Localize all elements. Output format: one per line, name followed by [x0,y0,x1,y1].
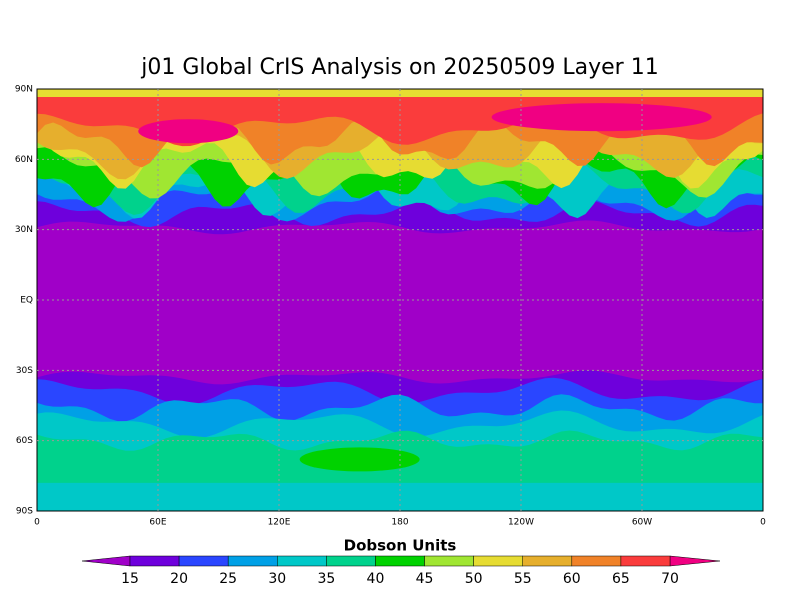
colorbar-box [424,555,474,567]
colorbar-title: Dobson Units [344,537,457,555]
contour-patch [491,103,712,132]
colorbar-end [81,555,131,567]
contour-patch [37,482,763,511]
colorbar-label: 25 [219,571,237,587]
colorbar-box [473,555,523,567]
lon-label: 60W [632,518,652,528]
colorbar-box [326,555,376,567]
colorbar-box [522,555,573,567]
map-title: j01 Global CrIS Analysis on 20250509 Lay… [140,55,658,80]
lon-label: 60E [149,518,166,528]
contour-patch [299,447,420,472]
lon-label: 0 [34,518,40,528]
colorbar-box [227,555,278,567]
lat-label: 90N [15,85,33,95]
colorbar-box [375,555,425,567]
lon-label: 0 [760,518,766,528]
colorbar-label: 65 [612,571,630,587]
colorbar-label: 45 [416,571,434,587]
lon-label: 180 [391,518,408,528]
lon-label: 120W [508,518,534,528]
colorbar-label: 50 [465,571,483,587]
lat-label: 30S [16,366,33,376]
lat-label: 30N [15,225,33,235]
colorbar-label: 40 [367,571,385,587]
lat-label: 60N [15,155,33,165]
colorbar-box [277,555,327,567]
colorbar-box [620,555,671,567]
contour-patch [138,119,239,144]
lon-label: 120E [268,518,291,528]
lat-label: 60S [16,436,33,446]
colorbar-end [669,555,721,567]
colorbar-label: 35 [317,571,335,587]
colorbar-box [129,555,180,567]
contour-patch [37,89,763,97]
colorbar-label: 70 [661,571,679,587]
colorbar-label: 30 [268,571,286,587]
lat-label: 90S [16,507,33,517]
colorbar-box [178,555,229,567]
colorbar-label: 60 [563,571,581,587]
colorbar-label: 15 [121,571,139,587]
lat-label: EQ [20,296,33,306]
colorbar-label: 55 [514,571,532,587]
colorbar-label: 20 [170,571,188,587]
colorbar-box [571,555,622,567]
